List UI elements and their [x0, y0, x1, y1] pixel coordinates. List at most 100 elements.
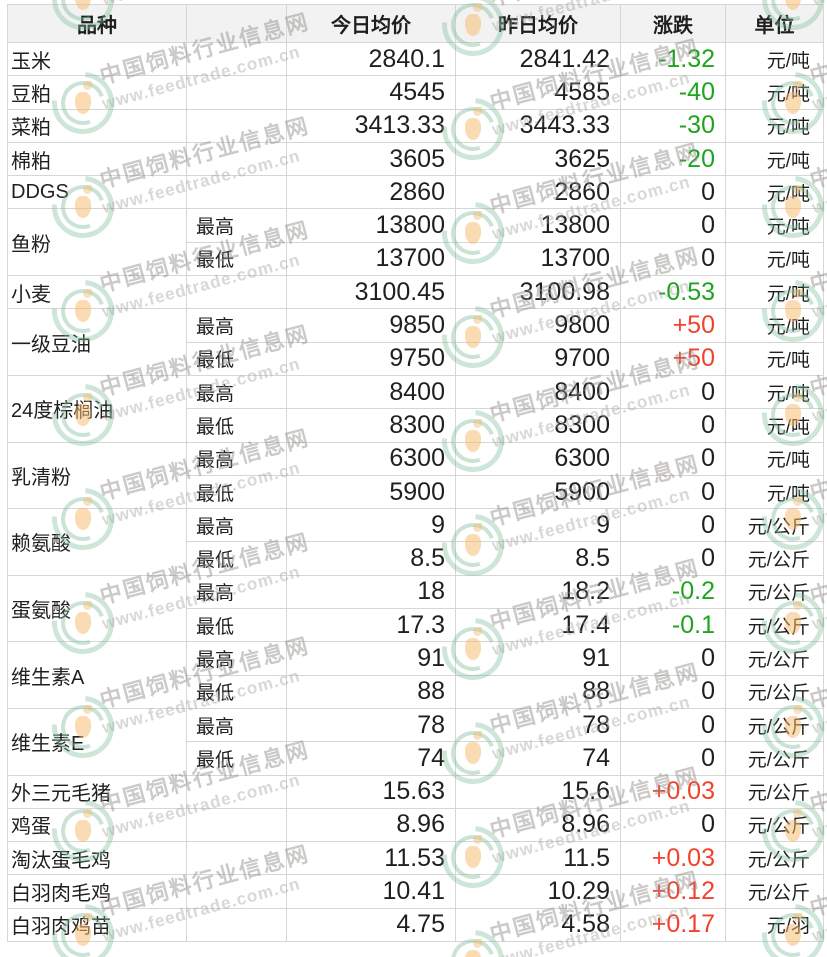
yesterday-price-cell: 8.96 — [455, 807, 621, 843]
change-cell: +50 — [620, 308, 726, 343]
variety-cell: DDGS — [7, 175, 187, 210]
variety-cell: 维生素E — [7, 707, 187, 776]
yesterday-price-cell: 88 — [455, 674, 621, 709]
yesterday-price-cell: 9 — [455, 508, 621, 543]
sub-label-cell: 最高 — [186, 374, 287, 410]
change-cell: 0 — [620, 175, 726, 210]
table-row: 鱼粉 最高 13800 13800 0 元/吨 — [7, 208, 824, 277]
change-cell: +0.17 — [620, 907, 726, 943]
yesterday-price-cell: 11.5 — [455, 841, 621, 876]
yesterday-price-cell: 8400 — [455, 374, 621, 410]
variety-cell: 鸡蛋 — [7, 807, 187, 843]
unit-cell: 元/公斤 — [725, 674, 824, 709]
table-row: 鸡蛋 8.96 8.96 0 元/公斤 — [7, 807, 824, 843]
variety-cell: 玉米 — [7, 41, 187, 77]
price-table-body: 玉米 2840.1 2841.42 -1.32 元/吨 豆粕 4545 4585 -40 元/吨菜… — [7, 41, 824, 943]
yesterday-price-cell: 8.5 — [455, 541, 621, 576]
change-cell: 0 — [620, 408, 726, 443]
variety-cell: 白羽肉毛鸡 — [7, 874, 187, 909]
table-row: 玉米 2840.1 2841.42 -1.32 元/吨 — [7, 41, 824, 77]
unit-cell: 元/公斤 — [725, 707, 824, 743]
sub-label-cell: 最低 — [186, 341, 287, 376]
today-price-cell: 8400 — [286, 374, 456, 410]
today-price-cell: 18 — [286, 574, 456, 610]
table-row: 淘汰蛋毛鸡 11.53 11.5 +0.03 元/公斤 — [7, 841, 824, 876]
unit-cell: 元/公斤 — [725, 774, 824, 809]
change-cell: +0.03 — [620, 774, 726, 809]
variety-cell: 鱼粉 — [7, 208, 187, 277]
today-price-cell: 3605 — [286, 141, 456, 177]
change-cell: 0 — [620, 474, 726, 510]
change-cell: 0 — [620, 374, 726, 410]
sub-label-cell: 最低 — [186, 674, 287, 709]
change-cell: 0 — [620, 208, 726, 243]
change-cell: +0.12 — [620, 874, 726, 909]
change-cell: -0.1 — [620, 608, 726, 643]
unit-cell: 元/公斤 — [725, 641, 824, 676]
unit-cell: 元/公斤 — [725, 807, 824, 843]
variety-cell: 一级豆油 — [7, 308, 187, 376]
table-row: DDGS 2860 2860 0 元/吨 — [7, 175, 824, 210]
unit-cell: 元/吨 — [725, 474, 824, 510]
today-price-cell: 78 — [286, 707, 456, 743]
sub-label-cell: 最高 — [186, 208, 287, 243]
yesterday-price-cell: 15.6 — [455, 774, 621, 809]
sub-label-cell — [186, 108, 287, 143]
yesterday-price-cell: 4585 — [455, 75, 621, 110]
today-price-cell: 9750 — [286, 341, 456, 376]
yesterday-price-cell: 78 — [455, 707, 621, 743]
sub-label-cell — [186, 275, 287, 310]
sub-label-cell: 最高 — [186, 441, 287, 476]
variety-cell: 蛋氨酸 — [7, 574, 187, 643]
sub-label-cell — [186, 907, 287, 943]
unit-cell: 元/吨 — [725, 108, 824, 143]
sub-label-cell: 最低 — [186, 541, 287, 576]
yesterday-price-cell: 13800 — [455, 208, 621, 243]
sub-label-cell — [186, 841, 287, 876]
today-price-cell: 74 — [286, 741, 456, 776]
table-row: 最低 88 88 0 元/公斤 — [8, 674, 824, 709]
yesterday-price-cell: 74 — [455, 741, 621, 776]
today-price-cell: 8.5 — [286, 541, 456, 576]
variety-cell: 棉粕 — [7, 141, 187, 177]
today-price-cell: 15.63 — [286, 774, 456, 809]
change-cell: +50 — [620, 341, 726, 376]
change-cell: 0 — [620, 674, 726, 709]
variety-cell: 白羽肉鸡苗 — [7, 907, 187, 943]
unit-cell: 元/吨 — [725, 41, 824, 77]
variety-cell: 外三元毛猪 — [7, 774, 187, 809]
yesterday-price-cell: 9800 — [455, 308, 621, 343]
table-row: 白羽肉毛鸡 10.41 10.29 +0.12 元/公斤 — [7, 874, 824, 909]
sub-label-cell — [186, 175, 287, 210]
unit-cell: 元/吨 — [725, 441, 824, 476]
today-price-cell: 4545 — [286, 75, 456, 110]
today-price-cell: 9850 — [286, 308, 456, 343]
sub-label-cell — [186, 75, 287, 110]
unit-cell: 元/吨 — [725, 141, 824, 177]
table-row: 最低 13700 13700 0 元/吨 — [8, 241, 824, 277]
sub-label-cell — [186, 41, 287, 77]
sub-label-cell: 最高 — [186, 707, 287, 743]
unit-cell: 元/公斤 — [725, 608, 824, 643]
variety-cell: 菜粕 — [7, 108, 187, 143]
unit-cell: 元/公斤 — [725, 541, 824, 576]
variety-cell: 24度棕榈油 — [7, 374, 187, 443]
change-cell: 0 — [620, 707, 726, 743]
today-price-cell: 3413.33 — [286, 108, 456, 143]
change-cell: +0.03 — [620, 841, 726, 876]
sub-label-cell — [186, 807, 287, 843]
today-price-cell: 11.53 — [286, 841, 456, 876]
col-header-change: 涨跌 — [620, 4, 726, 43]
yesterday-price-cell: 6300 — [455, 441, 621, 476]
sub-label-cell: 最高 — [186, 641, 287, 676]
sub-label-cell: 最高 — [186, 574, 287, 610]
yesterday-price-cell: 3443.33 — [455, 108, 621, 143]
change-cell: 0 — [620, 741, 726, 776]
unit-cell: 元/吨 — [725, 208, 824, 243]
table-row: 外三元毛猪 15.63 15.6 +0.03 元/公斤 — [7, 774, 824, 809]
table-row: 维生素E 最高 78 78 0 元/公斤 — [7, 707, 824, 776]
sub-label-cell: 最高 — [186, 308, 287, 343]
today-price-cell: 13700 — [286, 241, 456, 277]
today-price-cell: 88 — [286, 674, 456, 709]
today-price-cell: 17.3 — [286, 608, 456, 643]
